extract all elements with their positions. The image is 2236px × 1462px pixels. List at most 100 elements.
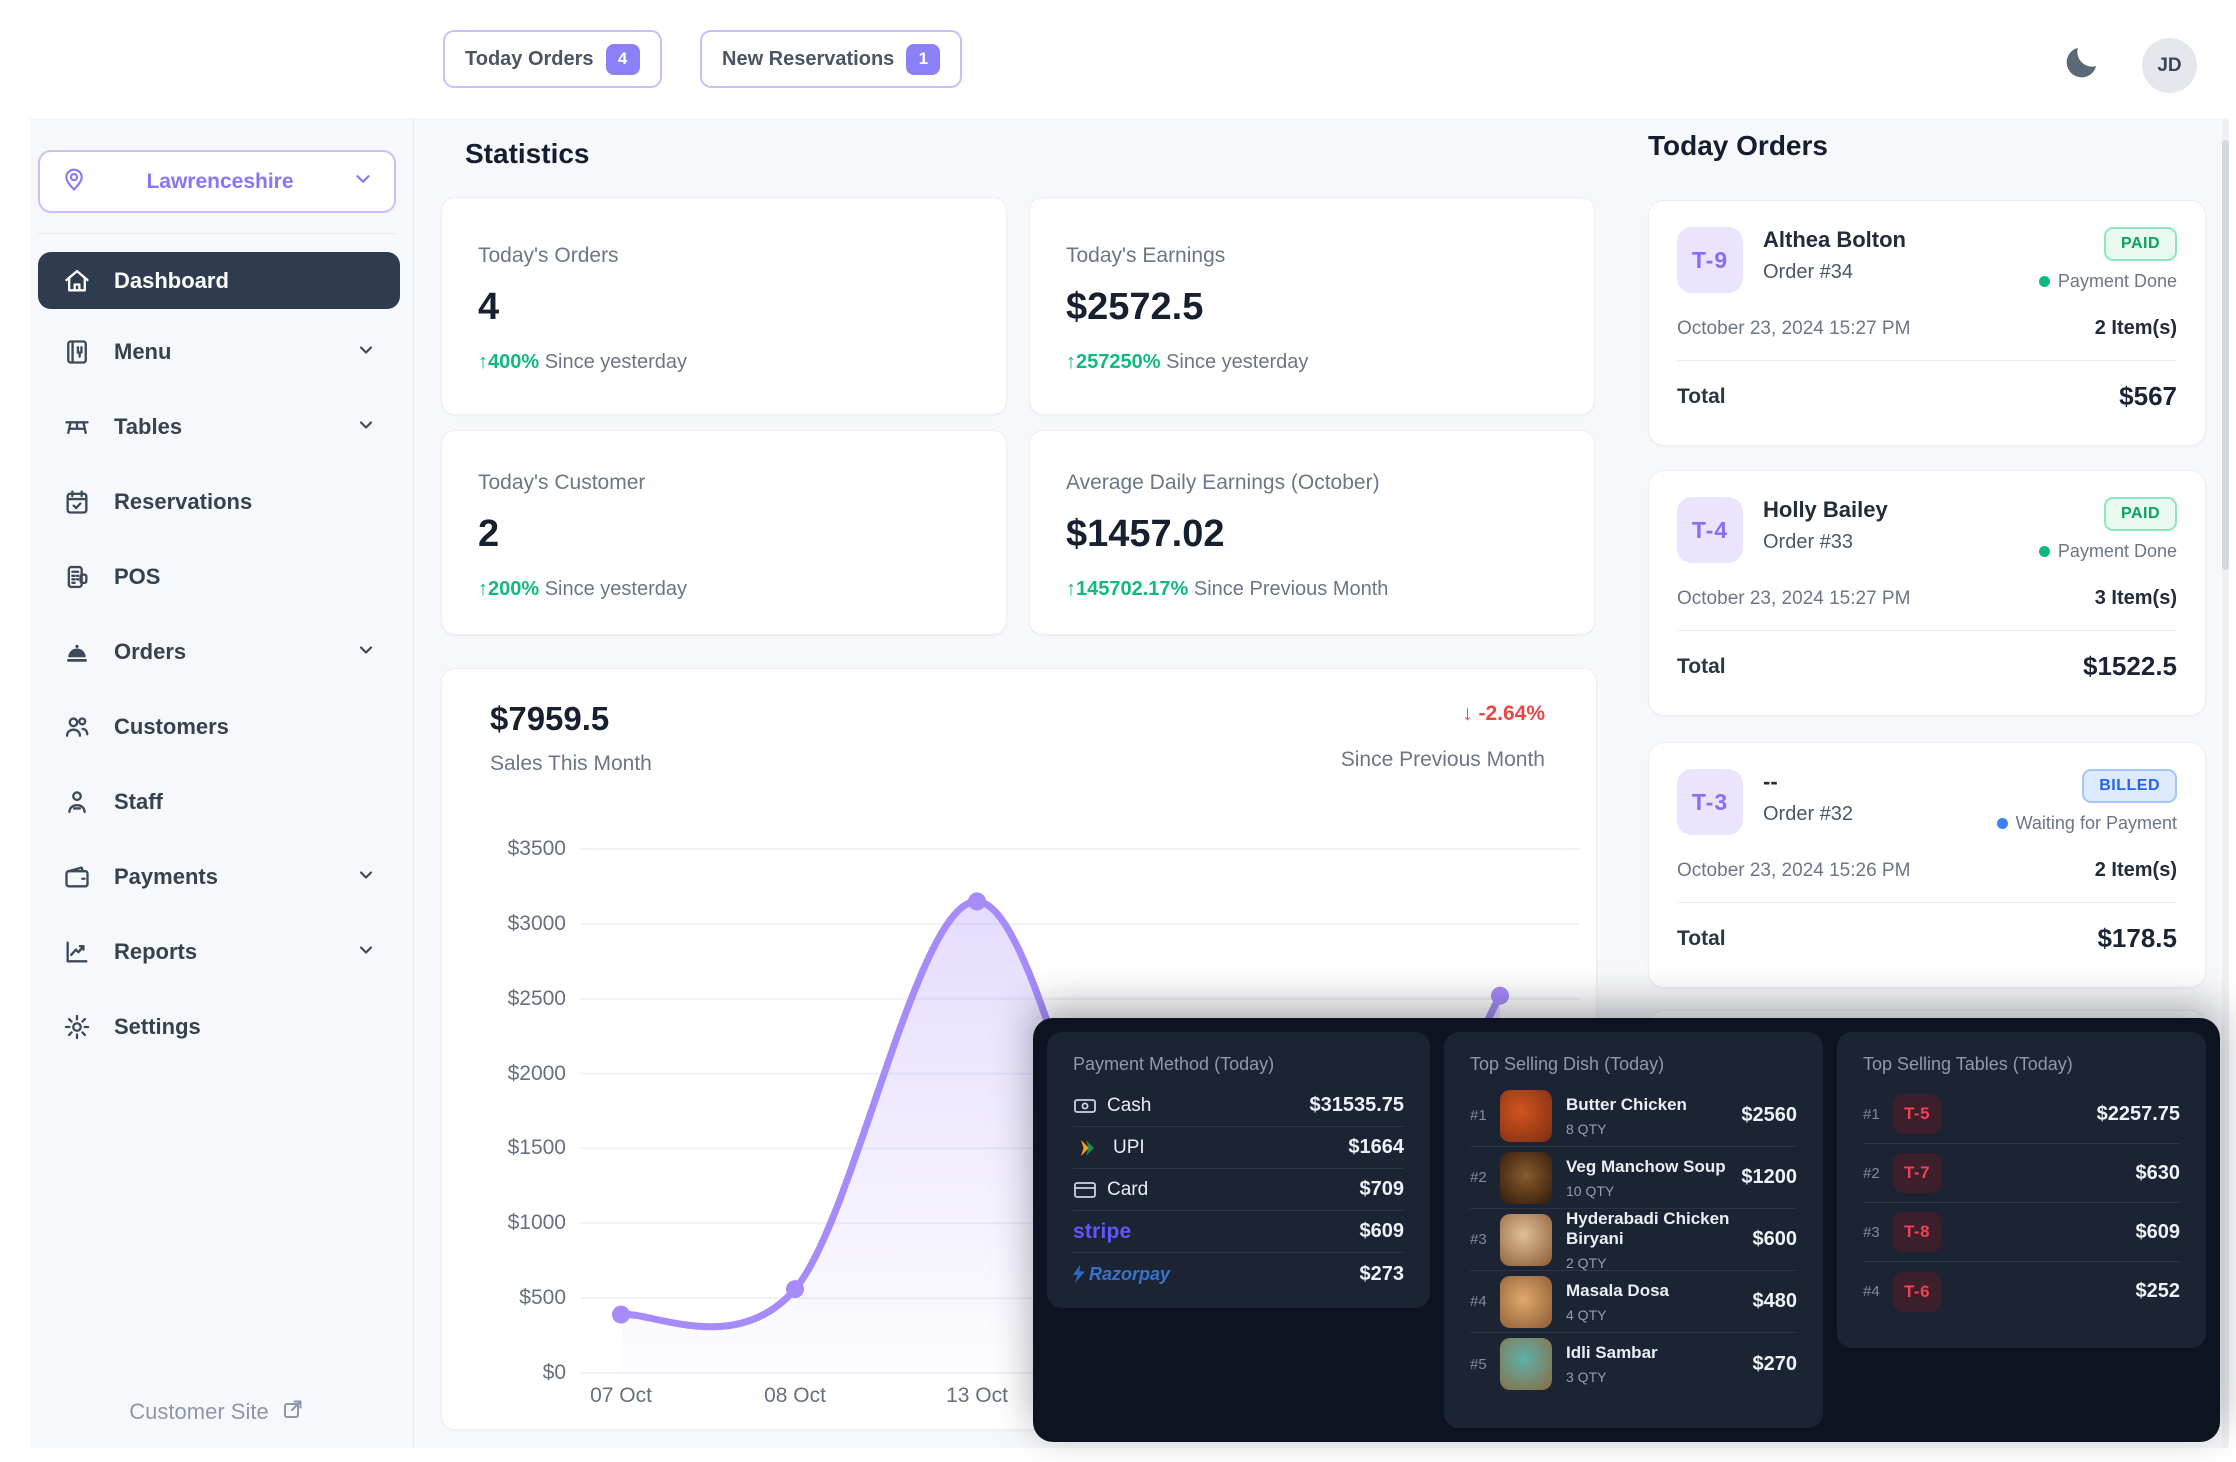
dish-photo [1500, 1213, 1552, 1266]
sidebar-item-label: Reports [114, 939, 198, 964]
payment-row: UPI $1664 [1073, 1127, 1404, 1169]
panel-title: Top Selling Tables (Today) [1863, 1054, 2073, 1074]
sidebar-item-reservations[interactable]: Reservations [38, 474, 400, 530]
chart-icon [62, 937, 92, 967]
scrollbar-thumb[interactable] [2222, 140, 2229, 570]
payment-method-panel: Payment Method (Today) Cash $31535.75 UP… [1047, 1032, 1430, 1308]
dish-name: Butter Chicken [1566, 1094, 1687, 1114]
sidebar-item-menu[interactable]: Menu [38, 324, 400, 380]
dish-row: #5 Idli Sambar 3 QTY $270 [1470, 1333, 1797, 1395]
sidebar-item-tables[interactable]: Tables [38, 399, 400, 455]
x-tick: 08 Oct [764, 1384, 826, 1407]
scrollbar-track[interactable] [2222, 118, 2229, 1448]
chevron-down-icon [356, 415, 376, 440]
green-dot-icon [2038, 546, 2050, 557]
gear-icon [62, 1012, 92, 1042]
today-orders-button[interactable]: Today Orders 4 [443, 30, 662, 88]
chevron-down-icon [356, 940, 376, 965]
status-badge: PAID [2103, 497, 2177, 531]
location-label: Lawrenceshire [146, 169, 294, 193]
sales-month-label: Sales This Month [490, 752, 652, 775]
stat-value: 2 [478, 513, 500, 555]
stat-change: ↑200% Since yesterday [478, 578, 688, 600]
total-value: $567 [2119, 381, 2177, 411]
new-reservations-button[interactable]: New Reservations 1 [700, 30, 963, 88]
dark-mode-toggle[interactable] [2062, 42, 2102, 82]
customer-site-link[interactable]: Customer Site [38, 1392, 396, 1432]
moon-icon [2062, 47, 2102, 86]
order-card-header: T-4 Holly Bailey Order #33 PAID Payment … [1677, 497, 2177, 563]
stat-label: Today's Earnings [1066, 244, 1226, 267]
dish-name: Idli Sambar [1566, 1343, 1658, 1362]
today-orders-title: Today Orders [1648, 130, 1828, 161]
customer-name: -- [1763, 769, 1778, 794]
up-arrow-icon: ↑ [1066, 351, 1076, 373]
sidebar-item-pos[interactable]: POS [38, 549, 400, 605]
location-pin-icon [60, 165, 88, 198]
table-badge: T-7 [1893, 1153, 1941, 1193]
payment-row: Card $709 [1073, 1169, 1404, 1211]
dish-photo [1500, 1089, 1552, 1142]
user-avatar[interactable]: JD [2142, 38, 2197, 93]
up-arrow-icon: ↑ [1066, 578, 1076, 600]
y-tick: $3500 [507, 837, 566, 860]
total-value: $178.5 [2097, 923, 2177, 953]
y-tick: $500 [519, 1286, 566, 1310]
sidebar-item-orders[interactable]: Orders [38, 624, 400, 680]
wallet-icon [62, 862, 92, 892]
stat-card-todays-customer: Today's Customer 2 ↑200% Since yesterday [441, 430, 1007, 635]
sidebar-item-settings[interactable]: Settings [38, 999, 400, 1055]
up-arrow-icon: ↑ [478, 351, 488, 373]
payment-row: stripe $609 [1073, 1211, 1404, 1253]
dish-photo [1500, 1151, 1552, 1204]
dish-amount: $270 [1752, 1352, 1798, 1375]
sidebar-item-customers[interactable]: Customers [38, 699, 400, 755]
sidebar-item-dashboard[interactable]: Dashboard [38, 252, 400, 309]
table-badge: T-9 [1677, 227, 1743, 293]
payment-amount: $31535.75 [1309, 1094, 1404, 1116]
rank-label: #3 [1863, 1223, 1880, 1241]
sidebar-item-label: Dashboard [114, 267, 229, 293]
calendar-check-icon [62, 487, 92, 517]
rank-label: #3 [1470, 1231, 1487, 1248]
sidebar-item-reports[interactable]: Reports [38, 924, 400, 980]
pos-terminal-icon [62, 562, 92, 592]
panel-title: Top Selling Dish (Today) [1470, 1054, 1665, 1074]
chevron-down-icon [356, 865, 376, 890]
sidebar-item-label: POS [114, 564, 161, 589]
order-card-header: T-3 -- Order #32 BILLED Waiting for Paym… [1677, 769, 2177, 835]
sidebar-item-label: Reservations [114, 489, 253, 514]
total-label: Total [1677, 654, 1726, 678]
order-card[interactable]: T-4 Holly Bailey Order #33 PAID Payment … [1648, 470, 2206, 716]
status-note: Payment Done [2038, 541, 2177, 562]
table-amount: $609 [2135, 1220, 2181, 1243]
dish-photo [1500, 1275, 1552, 1328]
dish-qty: 8 QTY [1566, 1120, 1607, 1137]
status-note: Waiting for Payment [1996, 813, 2177, 834]
stat-label: Today's Orders [478, 244, 619, 267]
top-selling-dish-panel: Top Selling Dish (Today) #1 Butter Chick… [1444, 1032, 1823, 1428]
total-label: Total [1677, 926, 1726, 950]
sidebar-item-label: Payments [114, 864, 218, 889]
new-reservations-button-label: New Reservations [722, 47, 895, 70]
stat-card-average-daily-earnings: Average Daily Earnings (October) $1457.0… [1029, 430, 1595, 635]
payment-amount: $273 [1359, 1262, 1405, 1285]
order-card-divider [1677, 902, 2177, 903]
stat-value: 4 [478, 286, 500, 328]
top-selling-tables-panel: Top Selling Tables (Today) #1 T-5 $2257.… [1837, 1032, 2206, 1348]
stat-change: ↑400% Since yesterday [478, 351, 688, 373]
sidebar-item-label: Settings [114, 1014, 201, 1039]
stat-change: ↑257250% Since yesterday [1066, 351, 1309, 373]
menu-book-icon [62, 337, 92, 367]
order-card[interactable]: T-3 -- Order #32 BILLED Waiting for Paym… [1648, 742, 2206, 988]
x-tick: 07 Oct [590, 1384, 652, 1407]
order-card[interactable]: T-9 Althea Bolton Order #34 PAID Payment… [1648, 200, 2206, 446]
location-selector[interactable]: Lawrenceshire [38, 150, 396, 213]
rank-label: #1 [1863, 1105, 1880, 1123]
sidebar-item-payments[interactable]: Payments [38, 849, 400, 905]
table-badge: T-5 [1893, 1094, 1941, 1134]
sidebar-item-staff[interactable]: Staff [38, 774, 400, 830]
dish-amount: $480 [1752, 1290, 1798, 1312]
status-badge: BILLED [2082, 769, 2177, 803]
